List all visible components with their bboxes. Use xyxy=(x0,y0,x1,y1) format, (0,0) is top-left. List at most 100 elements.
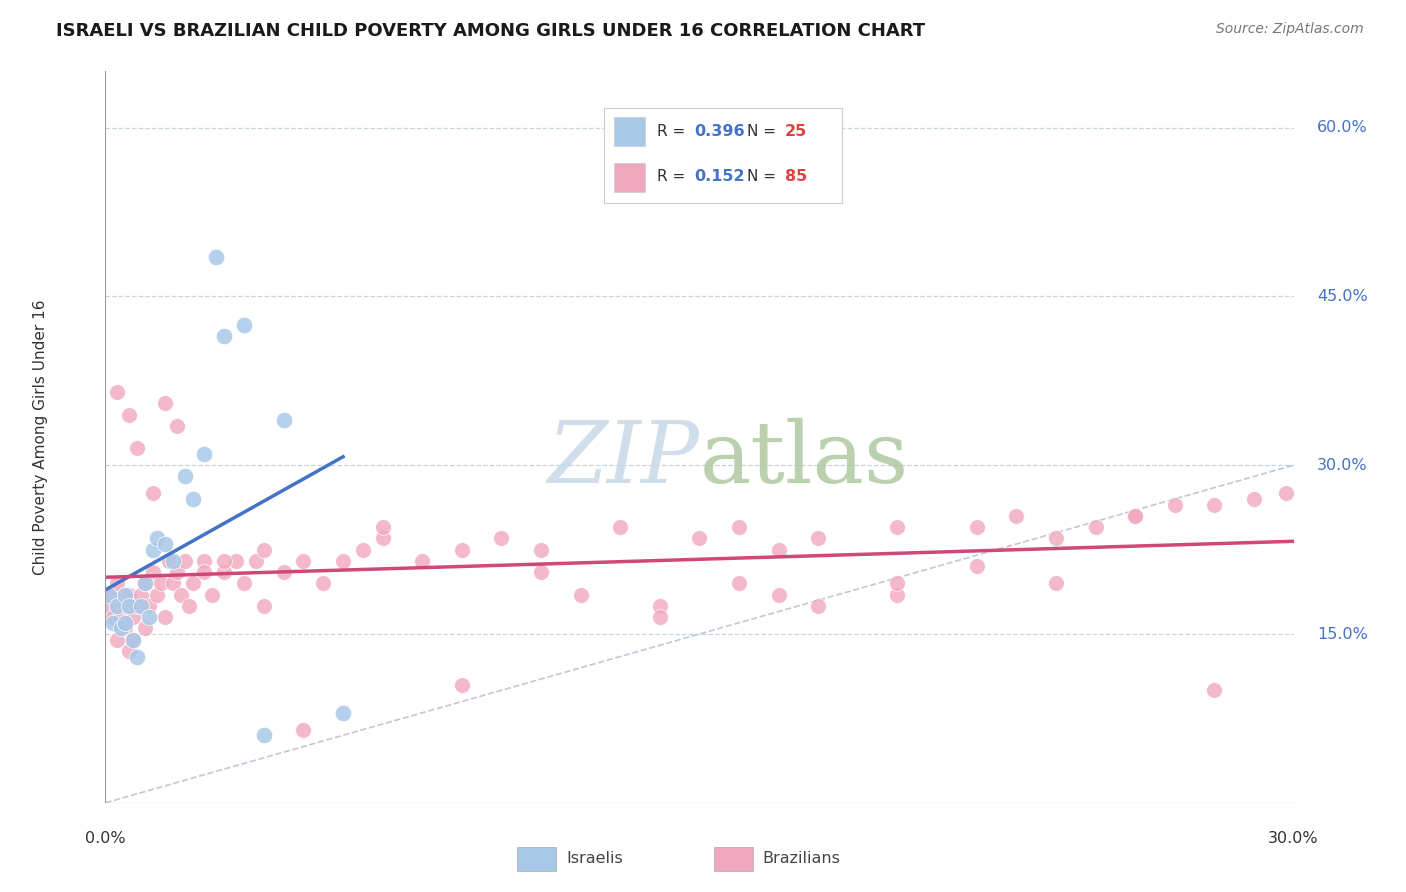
Text: 45.0%: 45.0% xyxy=(1317,289,1368,304)
Point xyxy=(181,576,204,591)
Point xyxy=(609,520,631,534)
Point xyxy=(153,610,176,624)
Point xyxy=(312,576,335,591)
Text: 15.0%: 15.0% xyxy=(1317,626,1368,641)
Text: 85: 85 xyxy=(785,169,807,185)
Point xyxy=(105,599,128,613)
Point xyxy=(105,632,128,647)
Point xyxy=(569,588,592,602)
Point xyxy=(205,250,228,264)
Point xyxy=(371,532,394,546)
Point xyxy=(273,565,295,579)
Point xyxy=(103,588,125,602)
Point xyxy=(127,599,149,613)
Text: 0.396: 0.396 xyxy=(695,124,745,139)
Point xyxy=(129,588,152,602)
Point xyxy=(1243,491,1265,506)
Point xyxy=(98,588,121,602)
Point xyxy=(177,599,200,613)
Point xyxy=(530,542,553,557)
Point xyxy=(245,554,267,568)
Point xyxy=(214,565,236,579)
Point xyxy=(142,565,165,579)
Point xyxy=(173,554,195,568)
Point xyxy=(371,520,394,534)
Point xyxy=(886,576,908,591)
Point xyxy=(134,576,156,591)
Point xyxy=(118,644,141,658)
Text: 25: 25 xyxy=(785,124,807,139)
Point xyxy=(689,532,711,546)
Point xyxy=(103,610,125,624)
Point xyxy=(768,542,790,557)
Point xyxy=(134,621,156,635)
Point xyxy=(411,554,433,568)
Point xyxy=(114,615,136,630)
Text: R =: R = xyxy=(657,169,690,185)
Text: 0.152: 0.152 xyxy=(695,169,745,185)
Point xyxy=(233,576,256,591)
Point xyxy=(530,565,553,579)
FancyBboxPatch shape xyxy=(614,163,645,192)
Point xyxy=(114,599,136,613)
Point xyxy=(1045,576,1067,591)
Text: N =: N = xyxy=(747,124,780,139)
Point xyxy=(728,576,751,591)
Point xyxy=(138,599,160,613)
Point xyxy=(292,554,315,568)
Point xyxy=(98,599,121,613)
Text: Israelis: Israelis xyxy=(565,852,623,866)
Point xyxy=(450,678,472,692)
Point xyxy=(1204,498,1226,512)
Point xyxy=(886,588,908,602)
Point xyxy=(127,442,149,456)
Point xyxy=(768,588,790,602)
Point xyxy=(1123,508,1146,523)
Text: atlas: atlas xyxy=(700,417,908,500)
Point xyxy=(253,728,276,742)
Point xyxy=(142,542,165,557)
Point xyxy=(214,328,236,343)
Point xyxy=(1045,532,1067,546)
Point xyxy=(253,599,276,613)
Point xyxy=(153,537,176,551)
Point xyxy=(491,532,513,546)
Point xyxy=(170,588,193,602)
Point xyxy=(127,649,149,664)
Point xyxy=(173,469,195,483)
Point xyxy=(292,723,315,737)
Text: 30.0%: 30.0% xyxy=(1317,458,1368,473)
Point xyxy=(166,565,188,579)
Point xyxy=(149,576,172,591)
Text: N =: N = xyxy=(747,169,780,185)
Point xyxy=(1204,683,1226,698)
Point xyxy=(146,532,169,546)
Point xyxy=(648,599,671,613)
Point xyxy=(214,554,236,568)
Point xyxy=(1005,508,1028,523)
Point xyxy=(118,599,141,613)
Point xyxy=(225,554,247,568)
Point xyxy=(233,318,256,332)
Point xyxy=(138,610,160,624)
Point xyxy=(966,559,988,574)
Point xyxy=(1084,520,1107,534)
Point xyxy=(1164,498,1187,512)
Text: ZIP: ZIP xyxy=(547,417,700,500)
Point xyxy=(162,554,184,568)
Point xyxy=(201,588,224,602)
Text: R =: R = xyxy=(657,124,690,139)
Point xyxy=(253,542,276,557)
Point xyxy=(193,447,215,461)
Point xyxy=(1123,508,1146,523)
Point xyxy=(105,576,128,591)
Point xyxy=(1274,486,1296,500)
Point xyxy=(332,706,354,720)
Point xyxy=(129,599,152,613)
FancyBboxPatch shape xyxy=(614,118,645,146)
Point xyxy=(193,554,215,568)
Text: 0.0%: 0.0% xyxy=(86,831,125,846)
Point xyxy=(157,554,180,568)
Point xyxy=(352,542,374,557)
Point xyxy=(114,621,136,635)
